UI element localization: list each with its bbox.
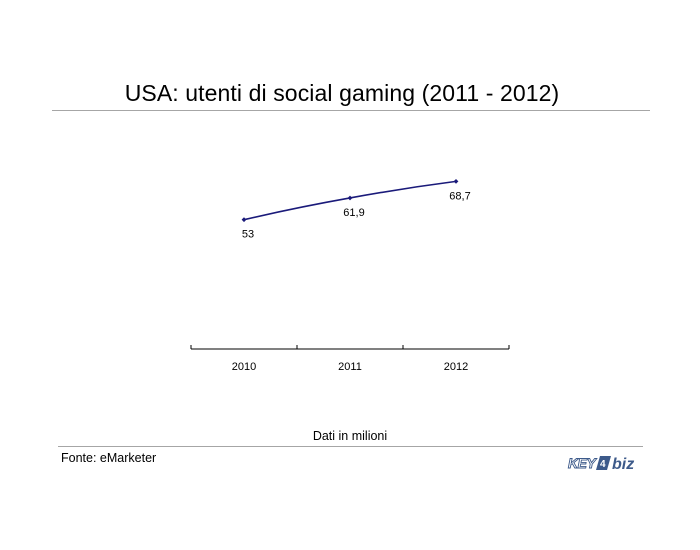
series-layer <box>241 178 459 223</box>
data-label: 53 <box>242 229 254 241</box>
x-tick-label: 2010 <box>232 361 256 373</box>
data-point <box>453 178 459 184</box>
key4biz-logo: KEY 4 biz <box>568 455 635 473</box>
svg-text:KEY: KEY <box>568 455 597 471</box>
data-label: 68,7 <box>449 190 470 202</box>
units-note: Dati in milioni <box>312 429 388 443</box>
source-label: Fonte: eMarketer <box>61 451 157 465</box>
x-axis: 2010 2011 2012 <box>190 345 510 373</box>
title-divider <box>52 110 650 111</box>
footer-divider <box>58 446 643 447</box>
chart-title: USA: utenti di social gaming (2011 - 201… <box>124 80 560 106</box>
x-tick-label: 2012 <box>444 361 468 373</box>
svg-text:biz: biz <box>612 456 634 473</box>
data-labels: 53 61,9 68,7 <box>242 190 471 240</box>
svg-text:4: 4 <box>600 459 606 470</box>
data-point <box>241 217 247 223</box>
data-label: 61,9 <box>343 207 364 219</box>
data-point <box>347 195 353 201</box>
x-tick-label: 2011 <box>338 361 362 373</box>
